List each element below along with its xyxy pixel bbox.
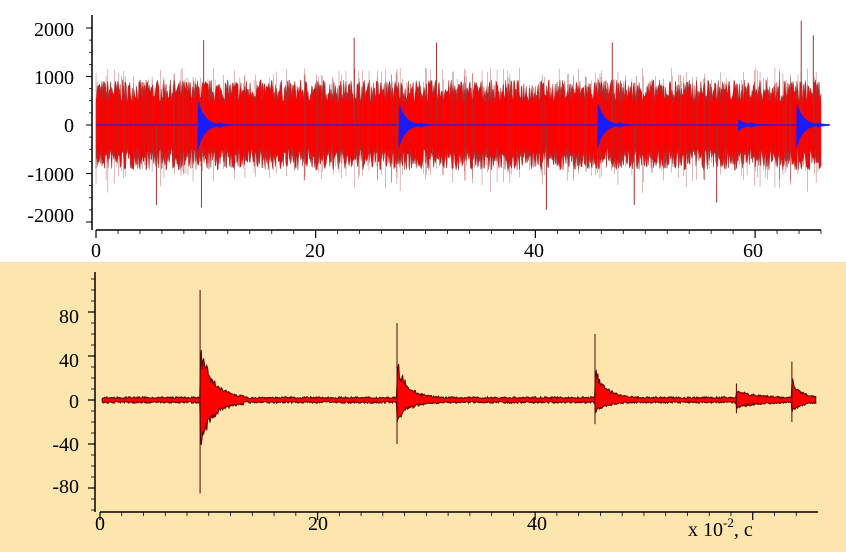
top-signal-marks <box>95 20 831 210</box>
top-blue-burst-4 <box>796 104 831 147</box>
top-ticks <box>86 27 822 238</box>
top-blue-burst-3 <box>737 119 772 131</box>
top-ytick-label-0: 0 <box>64 115 74 137</box>
top-ytick-label-2000: 2000 <box>34 19 74 41</box>
bottom-panel: 80 40 0 -40 -80 0 20 40 x 10-2, c <box>52 272 818 541</box>
bottom-ticks <box>88 278 797 520</box>
bottom-xtick-label-0: 0 <box>95 513 105 535</box>
top-xtick-label-20: 20 <box>305 240 325 262</box>
top-blue-burst-0 <box>197 102 232 150</box>
bottom-ytick-label-neg80: -80 <box>52 476 79 498</box>
top-xtick-label-0: 0 <box>91 240 101 262</box>
top-ytick-label-neg1000: -1000 <box>27 164 74 186</box>
top-panel: 2000 1000 0 -1000 -2000 0 20 40 60 <box>27 15 831 262</box>
top-blue-burst-2 <box>597 104 632 147</box>
bottom-xtick-label-40: 40 <box>527 513 547 535</box>
top-xtick-label-40: 40 <box>524 240 544 262</box>
bottom-signal-band <box>101 350 817 445</box>
bottom-x-unit-label: x 10-2, c <box>688 515 753 541</box>
bottom-ytick-label-0: 0 <box>69 391 79 413</box>
bottom-ytick-label-80: 80 <box>59 306 79 328</box>
bottom-ytick-label-neg40: -40 <box>52 434 79 456</box>
bottom-xtick-label-20: 20 <box>308 513 328 535</box>
bottom-panel-background <box>0 262 846 552</box>
top-ytick-label-neg2000: -2000 <box>27 205 74 227</box>
top-ytick-label-1000: 1000 <box>34 67 74 89</box>
top-xtick-label-60: 60 <box>743 240 763 262</box>
bottom-ytick-label-40: 40 <box>59 350 79 372</box>
top-blue-burst-1 <box>398 104 433 147</box>
bottom-signal-marks <box>101 290 817 494</box>
